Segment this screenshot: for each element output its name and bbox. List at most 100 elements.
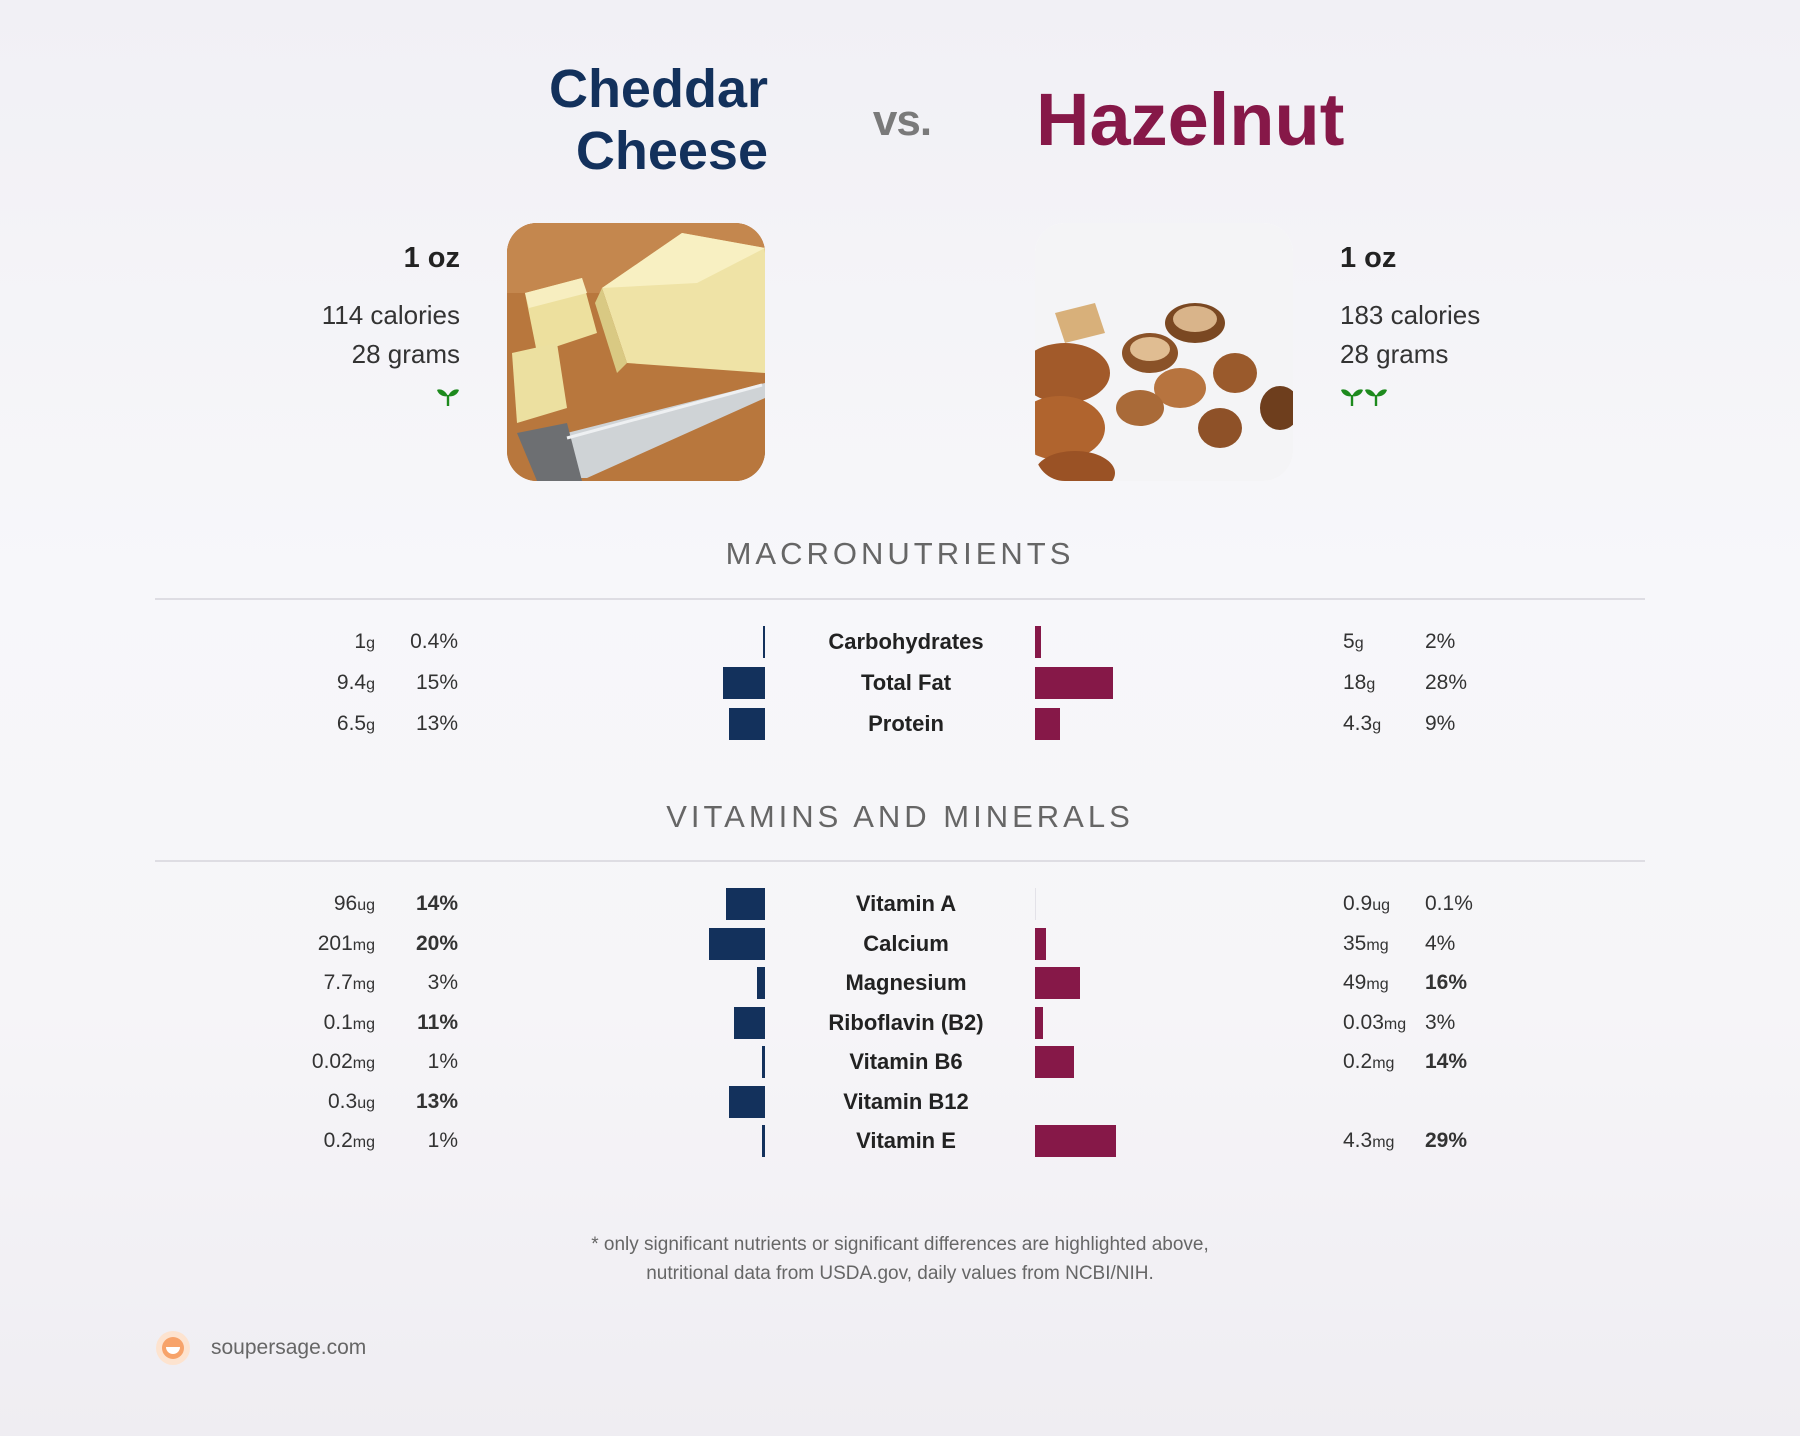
left-bar xyxy=(709,927,765,960)
vitamins-title: VITAMINS AND MINERALS xyxy=(666,799,1134,834)
left-bar xyxy=(723,667,765,699)
left-bar xyxy=(762,1046,765,1078)
right-bar xyxy=(1035,1046,1075,1078)
left-percent: 3% xyxy=(427,971,458,994)
unit-label: mg xyxy=(352,1055,375,1072)
nutrient-row: 201mg 20% Calcium 35mg 4% xyxy=(0,924,1800,964)
hazelnut-photo xyxy=(1035,223,1293,481)
left-amount: 6.5g xyxy=(336,712,375,735)
brand-link[interactable]: soupersage.com xyxy=(211,1336,367,1359)
right-amount: 18g xyxy=(1343,671,1376,694)
nutrient-label: Total Fat xyxy=(860,670,952,695)
left-bar xyxy=(763,626,765,658)
right-percent: 9% xyxy=(1425,712,1456,735)
unit-label: mg xyxy=(1383,1015,1407,1033)
left-percent: 13% xyxy=(415,712,458,735)
right-percent: 28% xyxy=(1425,671,1468,694)
left-amount: 0.2mg xyxy=(323,1129,375,1152)
left-percent: 1% xyxy=(427,1129,458,1152)
left-bar xyxy=(734,1006,765,1039)
unit-label: g xyxy=(1372,717,1382,734)
unit-label: g xyxy=(366,635,375,652)
vitamins-divider xyxy=(155,860,1645,862)
unit-label: mg xyxy=(352,936,375,954)
right-bar xyxy=(1035,888,1036,920)
unit-label: mg xyxy=(352,976,375,993)
right-bar xyxy=(1035,1125,1117,1157)
left-amount: 0.02mg xyxy=(311,1050,375,1073)
nutrient-row: 0.1mg 11% Riboflavin (B2) 0.03mg 3% xyxy=(0,1003,1800,1043)
right-serving: 1 oz xyxy=(1340,242,1397,274)
footnote-line1: * only significant nutrients or signific… xyxy=(591,1234,1209,1255)
right-percent: 0.1% xyxy=(1425,892,1473,915)
nutrient-label: Vitamin B6 xyxy=(849,1049,963,1074)
right-percent: 29% xyxy=(1425,1129,1468,1152)
left-calories: 114 calories xyxy=(321,300,460,330)
left-bar xyxy=(762,1125,765,1157)
right-amount: 0.03mg xyxy=(1343,1010,1407,1034)
footnote-line2: nutritional data from USDA.gov, daily va… xyxy=(646,1263,1154,1284)
left-bar xyxy=(756,967,765,999)
left-sprout-rating xyxy=(436,385,460,413)
right-percent: 16% xyxy=(1425,971,1468,994)
right-calories: 183 calories xyxy=(1340,300,1481,330)
right-sprout-rating xyxy=(1340,385,1388,413)
left-bar xyxy=(728,1085,765,1118)
nutrient-label: Vitamin E xyxy=(856,1128,956,1153)
left-percent: 13% xyxy=(415,1089,458,1113)
soupersage-logo-icon xyxy=(156,1331,190,1365)
unit-label: mg xyxy=(1366,976,1389,993)
right-bar xyxy=(1035,708,1061,740)
nutrient-row: 0.2mg 1% Vitamin E 4.3mg 29% xyxy=(0,1121,1800,1161)
macronutrients-title: MACRONUTRIENTS xyxy=(725,536,1075,571)
nutrient-row: 9.4g 15% Total Fat 18g 28% xyxy=(0,663,1800,703)
nutrient-row: 0.3ug 13% Vitamin B12 xyxy=(0,1082,1800,1122)
right-percent: 4% xyxy=(1425,931,1456,955)
right-amount: 0.2mg xyxy=(1343,1050,1395,1073)
vs-label: vs. xyxy=(872,96,932,145)
right-percent: 14% xyxy=(1425,1050,1468,1073)
footnote: * only significant nutrients or signific… xyxy=(0,1230,1800,1288)
right-amount: 4.3g xyxy=(1343,712,1382,735)
hazelnut-photo-icon xyxy=(1035,223,1293,481)
right-percent: 2% xyxy=(1425,630,1456,653)
unit-label: mg xyxy=(1366,936,1389,954)
left-amount: 96ug xyxy=(333,892,375,915)
unit-label: mg xyxy=(1372,1055,1395,1072)
left-amount: 1g xyxy=(354,630,375,653)
unit-label: g xyxy=(1354,635,1364,652)
right-bar xyxy=(1035,967,1080,999)
right-amount: 5g xyxy=(1343,630,1364,653)
right-amount: 0.9ug xyxy=(1343,892,1390,915)
left-amount: 7.7mg xyxy=(323,971,375,994)
left-percent: 20% xyxy=(415,931,458,955)
left-amount: 201mg xyxy=(317,931,375,955)
left-bar xyxy=(725,888,765,920)
right-percent: 3% xyxy=(1425,1010,1456,1034)
unit-label: ug xyxy=(357,897,375,914)
left-amount: 0.1mg xyxy=(323,1010,375,1034)
sprout-icon xyxy=(1340,387,1364,412)
nutrient-row: 96ug 14% Vitamin A 0.9ug 0.1% xyxy=(0,884,1800,924)
right-bar xyxy=(1035,927,1047,960)
right-grams: 28 grams xyxy=(1340,339,1449,369)
unit-label: mg xyxy=(1372,1134,1395,1151)
brand[interactable]: soupersage.com xyxy=(155,1328,366,1368)
left-percent: 15% xyxy=(415,671,458,694)
right-amount: 35mg xyxy=(1343,931,1389,955)
unit-label: mg xyxy=(352,1134,375,1151)
right-bar xyxy=(1035,1006,1044,1039)
right-food-title: Hazelnut xyxy=(1036,78,1345,161)
nutrient-label: Protein xyxy=(868,711,944,736)
nutrient-row: 7.7mg 3% Magnesium 49mg 16% xyxy=(0,963,1800,1003)
right-bar xyxy=(1035,626,1041,658)
left-food-title-line1: Cheddar xyxy=(548,59,768,119)
nutrient-label: Vitamin A xyxy=(855,891,957,916)
cheese-photo-icon xyxy=(507,223,765,481)
unit-label: g xyxy=(366,717,375,734)
left-grams: 28 grams xyxy=(351,339,460,369)
left-amount: 0.3ug xyxy=(328,1089,375,1113)
unit-label: g xyxy=(1366,676,1376,693)
nutrient-label: Calcium xyxy=(863,930,949,956)
unit-label: ug xyxy=(1372,897,1390,914)
